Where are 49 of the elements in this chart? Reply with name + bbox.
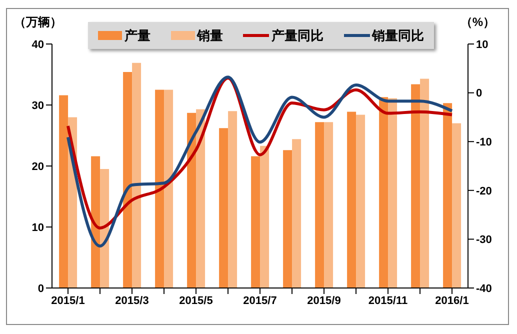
y2-tick-label: 10 — [476, 38, 488, 51]
bar — [219, 128, 228, 288]
bar — [260, 146, 270, 288]
bar — [452, 123, 462, 288]
bar — [283, 150, 292, 288]
bar — [187, 112, 196, 288]
legend-label: 产量同比 — [271, 26, 324, 44]
y2-tick-label: 0 — [476, 88, 482, 100]
bar — [100, 169, 110, 288]
bar — [155, 90, 164, 288]
bar — [443, 103, 452, 288]
bar — [388, 98, 398, 288]
bar — [164, 90, 174, 288]
legend-label: 销量 — [196, 26, 223, 44]
x-tick-label: 2015/3 — [115, 294, 149, 307]
bar — [347, 112, 356, 288]
bar — [123, 72, 132, 288]
y-tick-label: 40 — [32, 38, 44, 51]
x-tick-label: 2015/7 — [243, 294, 277, 307]
x-tick-label: 2015/9 — [307, 294, 341, 307]
x-tick-label: 2015/5 — [179, 294, 213, 307]
bar — [420, 78, 430, 288]
y2-tick-label: -10 — [476, 136, 492, 149]
y2-tick-label: -30 — [476, 234, 492, 246]
x-tick-label: 2015/11 — [368, 294, 408, 307]
y-tick-label: 10 — [32, 222, 44, 234]
y2-axis-title: （%） — [460, 14, 495, 31]
bar — [411, 84, 420, 288]
x-tick-label: 2015/1 — [51, 294, 85, 307]
legend-label: 销量同比 — [372, 26, 424, 44]
bar — [379, 97, 388, 288]
bar — [59, 95, 68, 288]
y-tick-label: 20 — [32, 160, 44, 173]
bar — [315, 122, 324, 288]
bar — [356, 114, 366, 288]
bar — [91, 156, 100, 288]
bar — [132, 62, 142, 288]
bar — [228, 111, 238, 288]
bar — [196, 109, 206, 288]
y-tick-label: 30 — [32, 100, 44, 112]
bar — [251, 156, 260, 288]
bar — [324, 122, 334, 288]
y-axis-title: （万辆） — [14, 14, 62, 31]
y2-tick-label: -20 — [476, 185, 492, 198]
y2-tick-label: -40 — [476, 282, 492, 295]
y-tick-label: 0 — [38, 282, 44, 295]
legend-label: 产量 — [124, 26, 150, 44]
bar — [292, 139, 302, 288]
x-tick-label: 2016/1 — [435, 294, 469, 307]
